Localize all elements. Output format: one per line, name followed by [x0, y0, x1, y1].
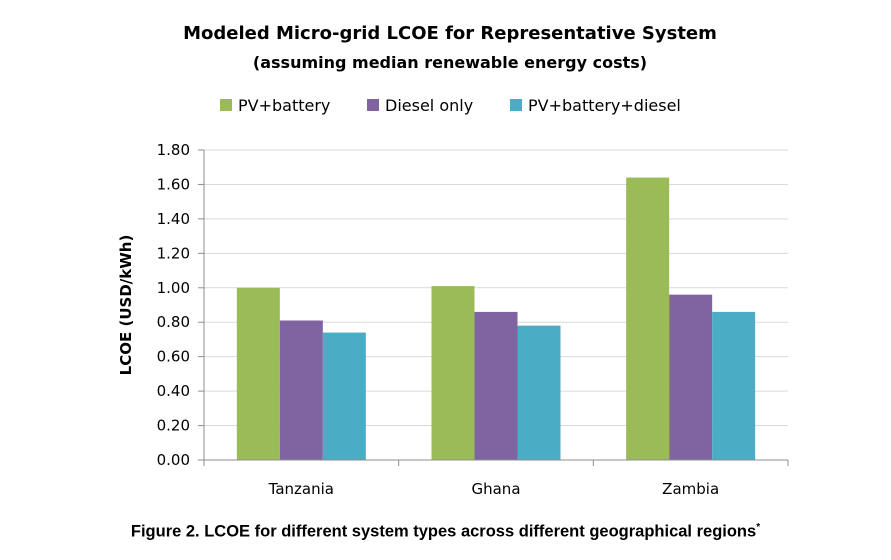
- bar: [712, 311, 756, 460]
- legend-label: PV+battery+diesel: [528, 96, 681, 115]
- legend-label: Diesel only: [385, 96, 473, 115]
- legend-label: PV+battery: [238, 96, 330, 115]
- caption-footnote-mark: *: [756, 522, 761, 533]
- chart-legend: PV+battery Diesel only PV+battery+diesel: [220, 96, 681, 115]
- y-tick-label: 1.80: [157, 141, 190, 159]
- bar: [279, 320, 323, 460]
- x-tick-label: Tanzania: [268, 480, 334, 498]
- chart-subtitle: (assuming median renewable energy costs): [253, 53, 647, 72]
- bars: [236, 177, 756, 461]
- y-axis-label: LCOE (USD/kWh): [117, 235, 135, 376]
- x-tick-label: Ghana: [471, 480, 520, 498]
- y-tick-label: 1.40: [157, 210, 190, 228]
- y-tick-label: 0.20: [157, 417, 190, 435]
- bar: [322, 332, 366, 460]
- x-tick-label: Zambia: [662, 480, 719, 498]
- y-tick-label: 1.20: [157, 244, 190, 262]
- chart-title: Modeled Micro-grid LCOE for Representati…: [183, 23, 717, 44]
- x-axis: Tanzania Ghana Zambia: [203, 459, 789, 498]
- legend-swatch: [367, 99, 379, 111]
- y-tick-label: 0.80: [157, 313, 190, 331]
- bar: [474, 311, 518, 460]
- legend-swatch: [220, 99, 232, 111]
- y-tick-label: 0.00: [157, 451, 190, 469]
- caption-text: Figure 2. LCOE for different system type…: [130, 522, 757, 541]
- y-tick-label: 1.60: [157, 175, 190, 193]
- bar: [236, 287, 280, 460]
- lcoe-bar-chart: Modeled Micro-grid LCOE for Representati…: [117, 23, 789, 498]
- bar: [517, 325, 561, 460]
- bar: [431, 286, 475, 460]
- y-tick-label: 1.00: [157, 279, 190, 297]
- y-axis: 0.00 0.20 0.40 0.60 0.80 1.00 1.20 1.40 1.60 1.80: [157, 141, 205, 469]
- y-tick-label: 0.40: [157, 382, 190, 400]
- figure-caption: Figure 2. LCOE for different system type…: [0, 522, 891, 542]
- bar: [669, 294, 713, 460]
- bar: [626, 177, 670, 461]
- legend-swatch: [510, 99, 522, 111]
- y-tick-label: 0.60: [157, 348, 190, 366]
